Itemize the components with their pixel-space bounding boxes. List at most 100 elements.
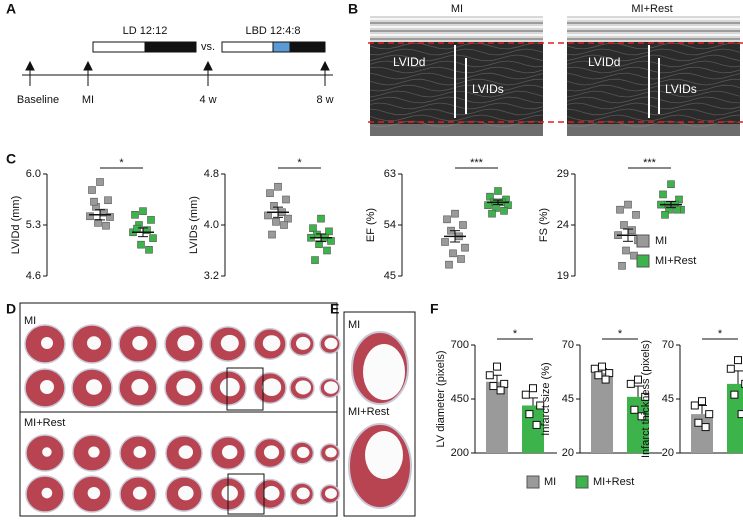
point [734, 356, 742, 365]
y-tick-label: 54 [384, 219, 396, 231]
point [449, 249, 457, 258]
arrowhead [320, 60, 330, 71]
y-tick-label: 20 [562, 447, 574, 459]
cavity [363, 344, 405, 400]
point [266, 189, 274, 197]
echo-title: MI [451, 3, 463, 15]
echo-texture [369, 84, 544, 92]
point [536, 401, 545, 410]
point [149, 234, 157, 242]
echo-label: LVIDd [393, 55, 425, 69]
legend-label: MI+Rest [593, 476, 634, 488]
cavity [131, 378, 149, 396]
echo-texture [566, 48, 741, 56]
point [96, 178, 104, 186]
point [624, 200, 632, 209]
cavity [262, 378, 282, 397]
echo-bottom [370, 124, 543, 136]
significance: * [718, 328, 723, 340]
echo-texture [369, 108, 544, 116]
echo-texture [369, 66, 544, 74]
cavity [176, 378, 196, 396]
point [500, 207, 508, 215]
echo-texture [566, 90, 741, 98]
point [104, 196, 112, 205]
echo-texture [369, 102, 544, 110]
panel-label: E [330, 301, 339, 317]
y-tick-label: 70 [662, 339, 674, 351]
group-label: MI+Rest [348, 406, 389, 418]
y-tick-label: 63 [384, 168, 396, 180]
cavity [263, 445, 280, 460]
group-label: MI+Rest [24, 417, 65, 429]
point [88, 186, 96, 194]
point [675, 195, 683, 204]
point [673, 205, 681, 214]
point [102, 221, 110, 230]
time-label: 8 w [316, 94, 333, 106]
echo-bottom [567, 124, 740, 136]
echo-title: MI+Rest [631, 3, 672, 15]
y-tick-label: 700 [451, 339, 469, 351]
arrows [25, 60, 330, 86]
point [445, 260, 453, 269]
point [270, 202, 278, 210]
legend-swatch [636, 234, 650, 248]
point [137, 240, 145, 249]
y-axis-label: Infarct size (%) [540, 362, 552, 435]
cavity [296, 446, 310, 459]
point [661, 211, 669, 219]
point [145, 245, 153, 254]
echo-texture [369, 42, 544, 50]
cavity [324, 337, 338, 350]
y-axis-label: LVIDd (mm) [10, 196, 22, 254]
point [618, 261, 626, 270]
y-tick-label: 4.0 [204, 219, 219, 231]
echo-texture [566, 66, 741, 74]
significance: * [618, 328, 623, 340]
point [486, 192, 494, 201]
cavity [296, 487, 310, 500]
dark-bar [289, 41, 326, 53]
cavity [365, 431, 403, 479]
y-tick-label: 45 [562, 393, 574, 405]
cavity [263, 485, 280, 501]
point [730, 390, 739, 399]
point [529, 384, 537, 393]
point [282, 195, 290, 204]
cavity [86, 379, 102, 395]
cavity [87, 336, 101, 350]
cavity [42, 447, 52, 457]
point [594, 371, 603, 380]
y-tick-label: 20 [662, 447, 674, 459]
point [626, 379, 635, 388]
light-bar [221, 41, 274, 53]
echo-panel: MI MI+Rest LVIDd LVIDs LVIDd LVIDs [368, 3, 743, 136]
echo-texture [566, 78, 740, 86]
cavity [325, 447, 337, 458]
point [451, 209, 459, 218]
point [667, 180, 675, 188]
point [601, 375, 610, 384]
point [641, 392, 650, 401]
point [665, 205, 673, 214]
arrowhead [203, 60, 213, 71]
y-tick-label: 4.8 [204, 168, 219, 180]
point [131, 211, 139, 219]
point [106, 213, 114, 221]
point [726, 364, 735, 373]
point [311, 256, 319, 264]
point [630, 405, 639, 414]
timeline: LD 12:12 vs. LBD 12:4:8 Baseline MI 4 w … [17, 25, 334, 106]
cavity [41, 487, 53, 499]
point [317, 214, 325, 223]
frame [19, 302, 338, 517]
echo-texture [369, 114, 544, 122]
cavity [40, 380, 54, 394]
echo-band [567, 16, 740, 42]
significance: *** [643, 157, 657, 169]
y-tick-label: 5.3 [26, 219, 41, 231]
point [268, 230, 276, 239]
y-axis-label: LVIDs (mm) [188, 196, 200, 254]
lbd-label: LBD 12:4:8 [245, 25, 300, 37]
